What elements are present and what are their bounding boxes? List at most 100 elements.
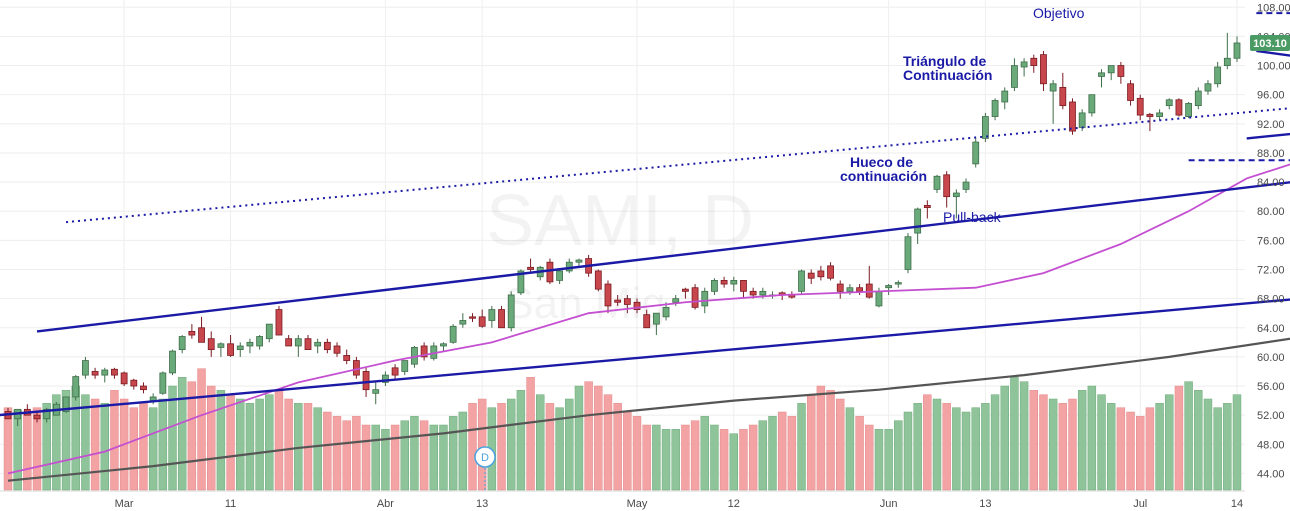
time-tick-label: May bbox=[627, 498, 648, 510]
candle-down bbox=[352, 360, 360, 376]
candle-up bbox=[459, 320, 467, 325]
candle-up bbox=[517, 270, 525, 294]
volume-bar bbox=[952, 407, 961, 491]
candle-up bbox=[952, 192, 960, 198]
volume-bar bbox=[555, 407, 564, 491]
event-marker-label: D bbox=[481, 452, 489, 464]
candle-down bbox=[343, 355, 351, 361]
volume-bar bbox=[913, 403, 922, 491]
annotation-hueco-line1: Hueco de bbox=[850, 154, 913, 170]
candle-up bbox=[43, 408, 51, 420]
candle-up bbox=[798, 270, 805, 292]
channel-upper bbox=[36, 181, 1290, 333]
volume-bar bbox=[1058, 403, 1068, 491]
candle-down bbox=[643, 314, 651, 329]
candle-up bbox=[1001, 90, 1009, 103]
volume-bar bbox=[100, 403, 109, 491]
volume-bar bbox=[671, 429, 680, 491]
volume-bar bbox=[894, 420, 903, 491]
volume-bar bbox=[207, 385, 216, 491]
volume-bar bbox=[981, 403, 990, 491]
candle-up bbox=[246, 341, 254, 347]
price-axis[interactable]: 44.00 48.00 52.00 56.00 60.00 64.00 68.00 72.00… bbox=[1257, 2, 1290, 480]
candle-down bbox=[856, 287, 863, 292]
candle-up bbox=[440, 343, 447, 347]
candle-up bbox=[169, 350, 176, 374]
candle-down bbox=[594, 270, 602, 290]
volume-bar bbox=[448, 416, 458, 491]
candle-down bbox=[527, 266, 534, 270]
candle-up bbox=[372, 389, 380, 394]
candle-up bbox=[933, 175, 941, 190]
volume-bar bbox=[90, 398, 100, 491]
candle-up bbox=[914, 208, 922, 234]
candle-up bbox=[1233, 42, 1241, 59]
candle-up bbox=[449, 325, 457, 343]
volume-bar bbox=[1165, 394, 1174, 491]
volume-bar bbox=[1155, 403, 1164, 491]
volume-bar bbox=[652, 424, 661, 491]
volume-bar bbox=[836, 398, 845, 491]
volume-bar bbox=[468, 403, 477, 491]
time-tick-label: Abr bbox=[377, 498, 394, 510]
candle-up bbox=[565, 261, 573, 272]
volume-bar bbox=[255, 398, 264, 491]
volume-bar bbox=[739, 429, 748, 491]
event-marker[interactable]: D bbox=[474, 446, 496, 490]
volume-bar bbox=[129, 407, 139, 491]
candle-up bbox=[759, 290, 767, 296]
price-tick-label: 88.00 bbox=[1257, 148, 1285, 160]
price-tick-label: 92.00 bbox=[1257, 119, 1285, 131]
volume-bar bbox=[923, 394, 932, 491]
volume-bar bbox=[845, 407, 855, 491]
annotation-triangulo-line2: Continuación bbox=[903, 67, 992, 83]
last-price-label: 103.10 bbox=[1253, 38, 1287, 50]
candle-down bbox=[33, 414, 41, 420]
time-tick-label: 13 bbox=[476, 498, 488, 510]
candle-up bbox=[382, 374, 389, 383]
candle-down bbox=[140, 385, 147, 391]
volume-bar bbox=[603, 394, 613, 491]
time-tick-label: 13 bbox=[979, 498, 991, 510]
candle-down bbox=[740, 280, 747, 292]
candle-up bbox=[711, 280, 718, 292]
volume-bar bbox=[1136, 416, 1145, 491]
volume-bar bbox=[265, 394, 274, 491]
volume-bar bbox=[390, 424, 400, 491]
candle-up bbox=[1020, 61, 1028, 68]
volume-bar bbox=[477, 398, 487, 491]
moving-average-short bbox=[7, 163, 1290, 475]
candle-down bbox=[1040, 54, 1047, 85]
volume-bar bbox=[681, 424, 690, 491]
candle-down bbox=[865, 283, 873, 298]
annotation-triangulo-line1: Triángulo de bbox=[903, 53, 986, 69]
candle-down bbox=[420, 345, 428, 358]
volume-bar bbox=[1223, 403, 1232, 491]
price-tick-label: 80.00 bbox=[1257, 206, 1285, 218]
time-axis[interactable]: Mar11Abr13May12Jun13Jul14Ago11 bbox=[0, 490, 1290, 510]
candle-up bbox=[401, 360, 409, 372]
volume-bar bbox=[661, 429, 671, 491]
volume-bar bbox=[710, 424, 719, 491]
volume-bar bbox=[1232, 394, 1242, 491]
volume-bar bbox=[613, 403, 622, 491]
candle-up bbox=[265, 323, 273, 340]
volume-bar bbox=[942, 403, 951, 491]
volume-bar bbox=[932, 398, 942, 491]
volume-bar bbox=[177, 377, 187, 491]
candle-up bbox=[575, 259, 583, 263]
candle-down bbox=[91, 371, 99, 376]
volume-bar bbox=[284, 398, 293, 491]
volume-bar bbox=[506, 398, 516, 491]
volume-bar bbox=[32, 407, 42, 491]
candles bbox=[4, 32, 1241, 427]
volume-bar bbox=[961, 411, 971, 491]
volume-bar bbox=[381, 429, 390, 491]
volume-bar bbox=[1106, 403, 1116, 491]
candle-down bbox=[362, 371, 370, 391]
candle-up bbox=[1098, 72, 1105, 77]
volume-bar bbox=[1116, 407, 1126, 491]
trendlines bbox=[0, 12, 1290, 417]
candle-down bbox=[498, 309, 505, 329]
